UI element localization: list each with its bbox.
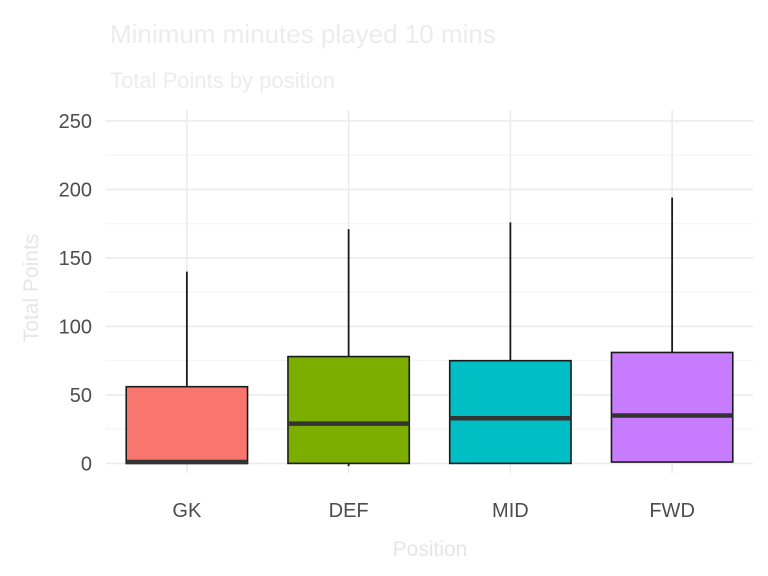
chart-subtitle: Total Points by position: [110, 68, 335, 93]
box-body: [448, 359, 572, 465]
x-tick-label: MID: [492, 500, 529, 522]
box-body: [287, 355, 411, 465]
box-mid: [448, 222, 572, 465]
box-def: [287, 229, 411, 467]
x-tick-label: FWD: [649, 500, 695, 522]
y-tick-label: 150: [59, 248, 92, 270]
y-tick-label: 0: [81, 453, 92, 475]
box-body: [125, 385, 249, 465]
x-axis-title: Position: [393, 538, 468, 561]
box-fwd: [610, 197, 734, 463]
boxes: [125, 197, 734, 467]
y-tick-label: 50: [70, 385, 92, 407]
y-tick-label: 250: [59, 111, 92, 133]
y-axis-ticks: 0 50 100 150 200 250: [59, 111, 92, 475]
y-tick-label: 200: [59, 179, 92, 201]
box-body: [610, 351, 734, 463]
box-gk: [125, 271, 249, 465]
y-axis-title: Total Points: [20, 234, 43, 343]
chart-title: Minimum minutes played 10 mins: [110, 19, 496, 49]
x-axis-ticks: GK DEF MID FWD: [172, 500, 694, 522]
y-tick-label: 100: [59, 316, 92, 338]
x-tick-label: DEF: [329, 500, 369, 522]
x-tick-label: GK: [172, 500, 202, 522]
